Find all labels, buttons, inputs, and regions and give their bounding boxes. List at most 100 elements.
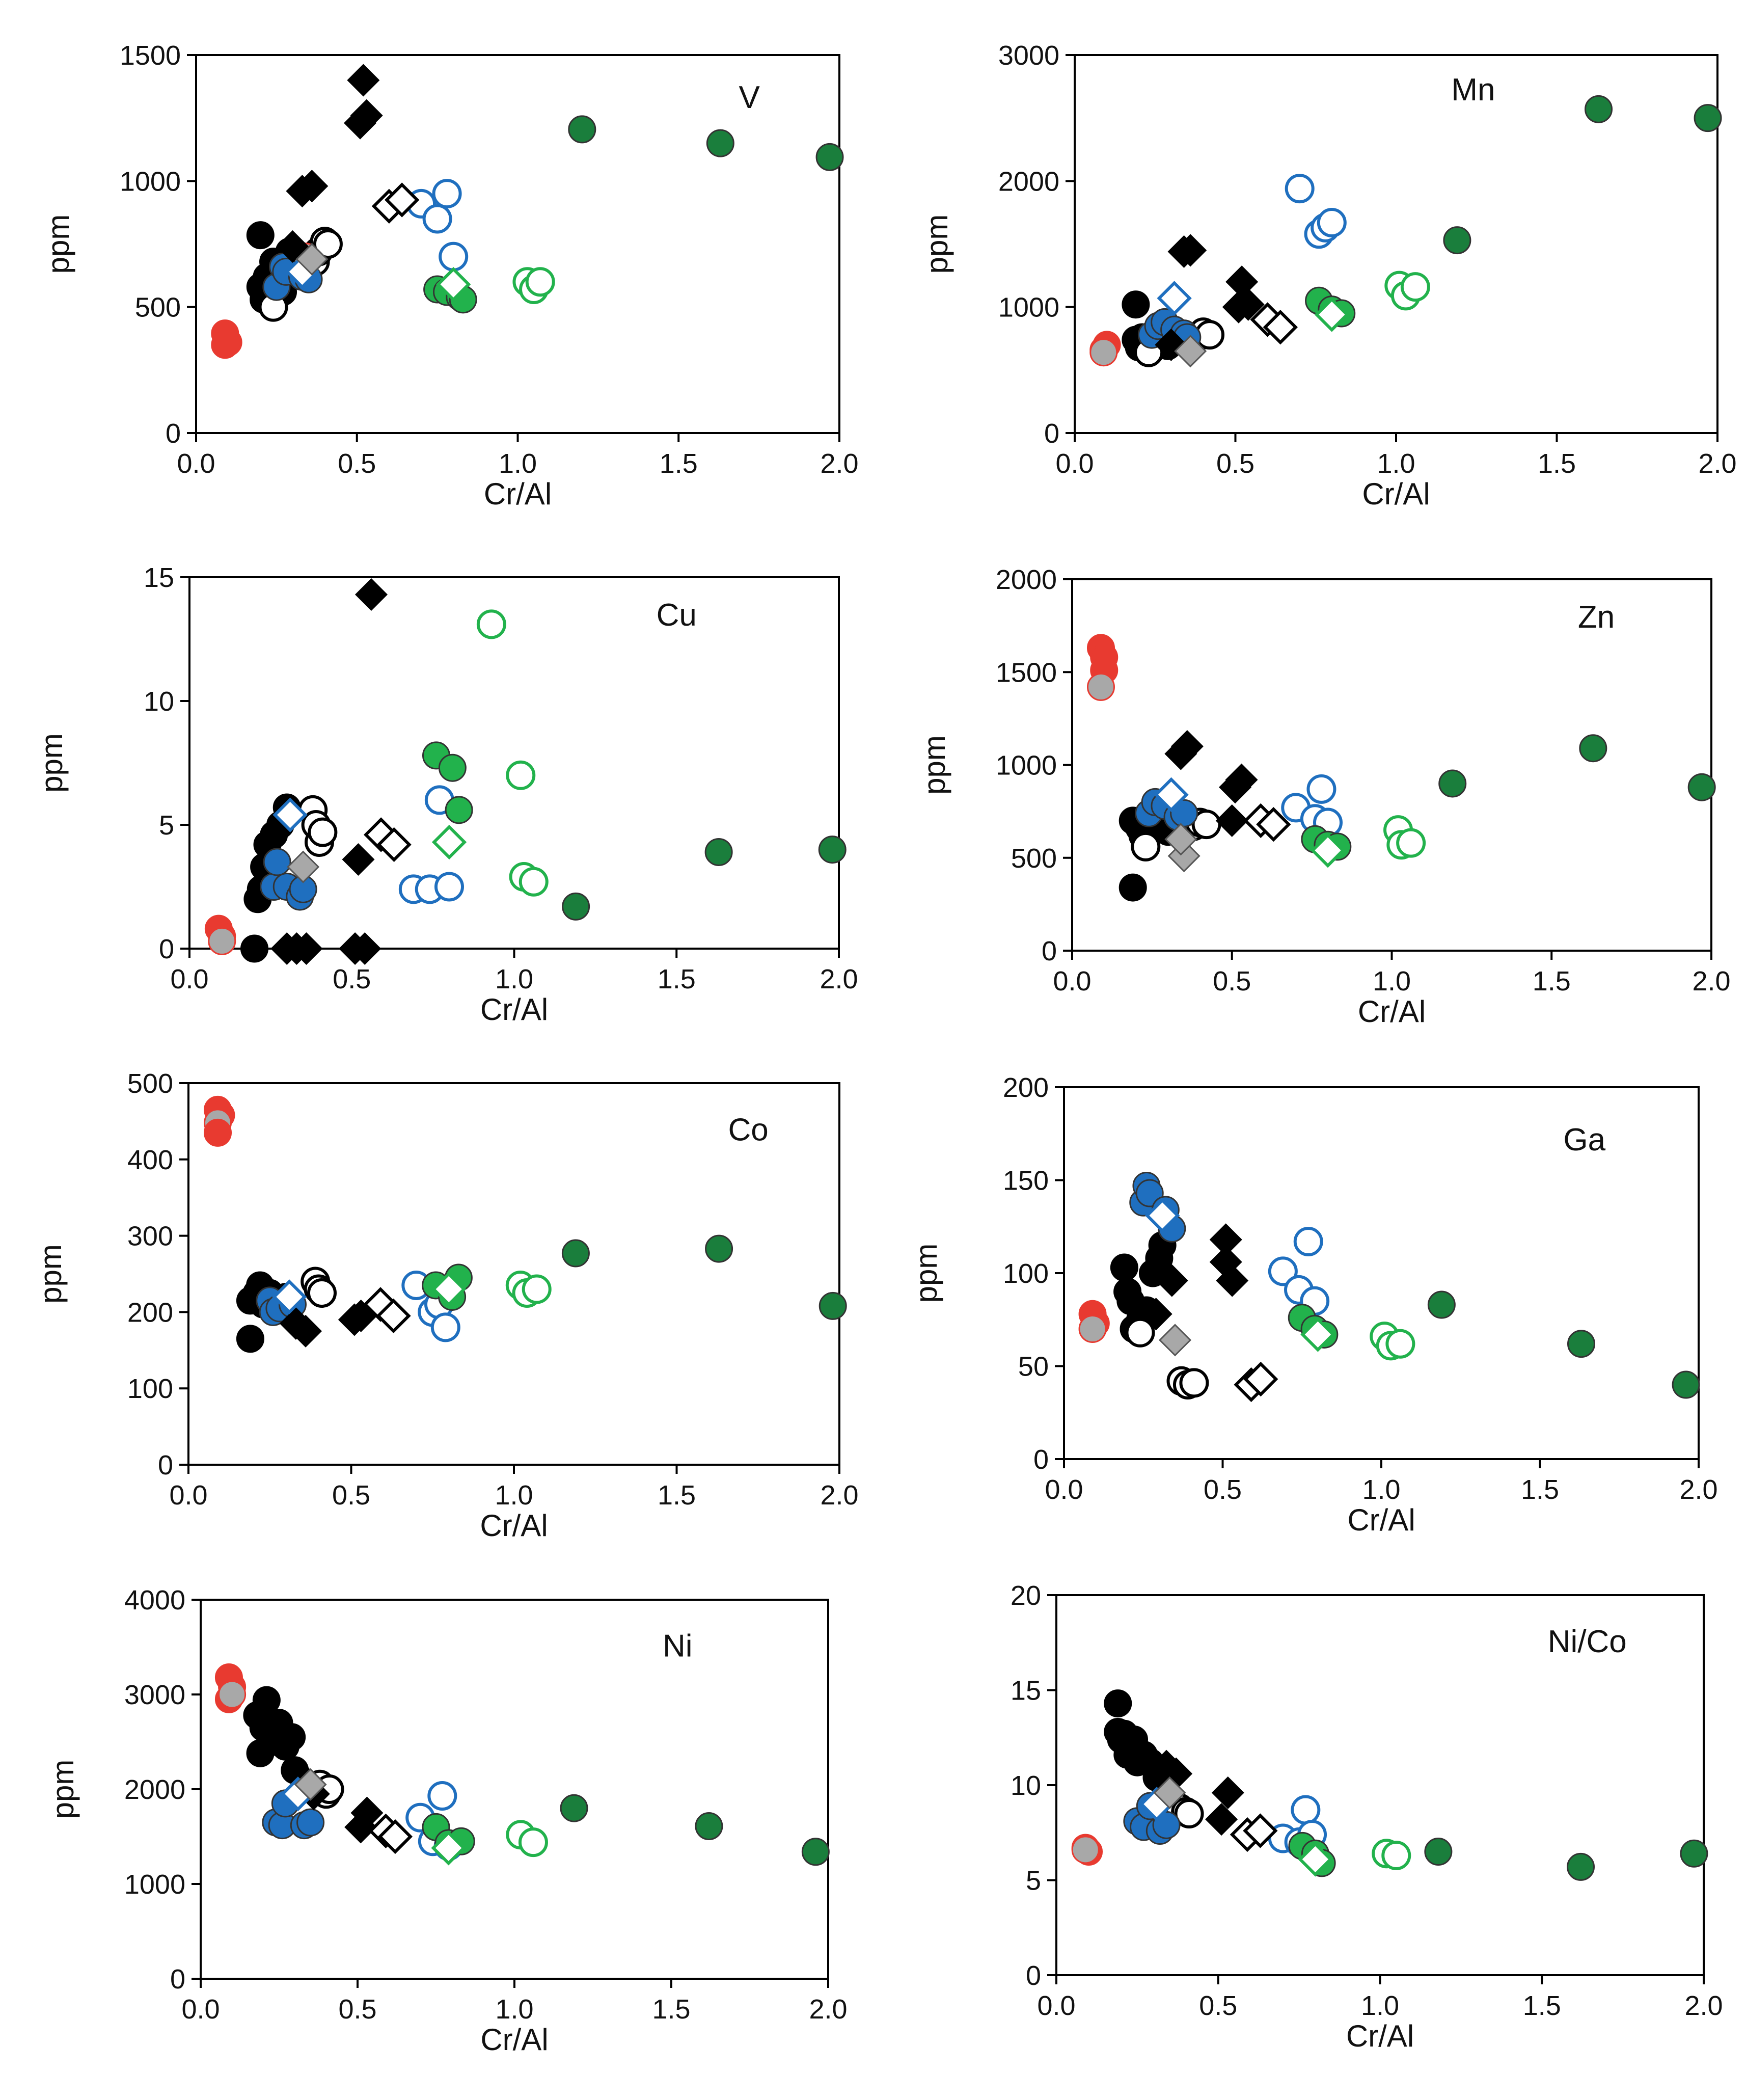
- data-point: [1567, 1852, 1595, 1881]
- y-axis-label: ppm: [909, 1244, 943, 1303]
- x-tick-label: 0.0: [1055, 448, 1094, 479]
- data-point: [431, 1272, 467, 1307]
- y-tick-label: 2000: [998, 166, 1059, 197]
- data-point: [204, 1118, 232, 1147]
- data-point: [252, 1686, 281, 1714]
- data-point: [1300, 1317, 1335, 1352]
- data-point: [236, 1325, 264, 1353]
- data-point: [1579, 734, 1607, 763]
- ga-panel: 0.0 0.5 1.0 1.5 2.0 0 50 100 150 200 Cr/Al ppm Ga: [909, 1072, 1718, 1537]
- data-point: [1104, 1689, 1132, 1718]
- x-tick-label: 2.0: [1698, 448, 1736, 479]
- co-panel: 0.0 0.5 1.0 1.5 2.0 0 100 200 300 400 500 Cr/Al ppm C…: [34, 1068, 859, 1543]
- x-tick-label: 2.0: [1679, 1474, 1717, 1505]
- y-tick-label: 5: [1026, 1866, 1041, 1896]
- x-tick-label: 1.0: [495, 964, 533, 994]
- data-point: [376, 1298, 411, 1334]
- y-tick-label: 3000: [998, 40, 1059, 71]
- data-point: [1205, 1803, 1238, 1836]
- data-point: [347, 64, 380, 97]
- x-tick-label: 1.0: [1362, 1474, 1400, 1505]
- data-point: [1427, 1290, 1456, 1319]
- y-tick-label: 15: [144, 562, 174, 593]
- x-axis-label: Cr/Al: [484, 477, 552, 511]
- data-point: [1139, 1298, 1172, 1331]
- data-point: [815, 143, 844, 171]
- data-point: [1314, 297, 1349, 332]
- data-point: [430, 1312, 460, 1342]
- y-tick-label: 0: [170, 1964, 185, 1995]
- data-point: [218, 1680, 247, 1709]
- x-tick-label: 0.5: [332, 1480, 370, 1511]
- data-point: [376, 827, 412, 863]
- data-point: [1381, 1841, 1411, 1871]
- cu-panel: 0.0 0.5 1.0 1.5 2.0 0 5 10 15 Cr/Al ppm Cu: [35, 562, 858, 1027]
- x-tick-label: 0.5: [1199, 1990, 1237, 2021]
- data-point: [354, 578, 388, 611]
- data-point: [1153, 1776, 1186, 1809]
- data-point: [295, 170, 329, 203]
- data-point: [377, 1819, 413, 1854]
- y-tick-label: 400: [127, 1145, 173, 1175]
- data-point: [385, 182, 420, 218]
- data-point: [1694, 104, 1722, 132]
- data-point: [1567, 1330, 1595, 1358]
- data-point: [445, 796, 473, 824]
- x-tick-label: 1.5: [1533, 966, 1571, 997]
- data-point: [434, 872, 464, 902]
- data-point: [1211, 1776, 1244, 1809]
- panel-title: V: [739, 80, 760, 115]
- data-point: [436, 267, 471, 302]
- y-tick-label: 20: [1011, 1580, 1041, 1611]
- y-tick-label: 0: [1042, 936, 1057, 966]
- data-point: [1291, 1795, 1321, 1825]
- data-point: [1243, 1361, 1278, 1397]
- y-tick-label: 1000: [998, 292, 1059, 323]
- data-point: [342, 843, 375, 876]
- data-point: [1317, 207, 1347, 237]
- x-axis-label: Cr/Al: [480, 1509, 548, 1543]
- zn-panel: 0.0 0.5 1.0 1.5 2.0 0 500 1000 1500 2000 Cr/Al ppm Z…: [917, 564, 1731, 1029]
- data-point: [1174, 335, 1207, 368]
- data-point: [1174, 1798, 1204, 1828]
- data-point: [568, 115, 596, 144]
- x-tick-label: 0.0: [181, 1994, 220, 2025]
- data-point: [287, 850, 320, 883]
- y-tick-label: 50: [1018, 1352, 1049, 1382]
- y-axis-label: ppm: [35, 733, 69, 793]
- data-point: [818, 836, 847, 864]
- x-tick-label: 2.0: [809, 1994, 847, 2025]
- data-point: [307, 1278, 337, 1308]
- data-point: [1306, 774, 1336, 804]
- data-point: [1243, 1813, 1278, 1848]
- panel-title: Ni: [663, 1629, 693, 1664]
- data-point: [289, 1314, 322, 1348]
- x-tick-label: 1.5: [652, 1994, 690, 2025]
- y-tick-label: 4000: [124, 1585, 185, 1616]
- x-axis-label: Cr/Al: [1346, 2019, 1414, 2053]
- y-tick-label: 100: [1003, 1258, 1049, 1289]
- x-tick-label: 2.0: [1684, 1990, 1723, 2021]
- x-tick-label: 2.0: [820, 1480, 858, 1511]
- x-tick-label: 1.0: [1373, 966, 1411, 997]
- plot-frame: [1074, 54, 1718, 434]
- y-tick-label: 1000: [120, 166, 181, 197]
- y-tick-label: 200: [127, 1297, 173, 1328]
- y-axis-label: ppm: [920, 214, 954, 274]
- data-point: [246, 221, 275, 250]
- data-point: [519, 867, 549, 897]
- x-tick-label: 1.0: [1377, 448, 1415, 479]
- data-point: [1298, 1842, 1333, 1877]
- data-point: [294, 1768, 327, 1801]
- data-point: [1400, 272, 1430, 302]
- data-point: [308, 817, 338, 847]
- y-tick-label: 500: [135, 292, 181, 323]
- y-tick-label: 10: [1011, 1770, 1041, 1801]
- data-point: [263, 848, 291, 876]
- data-point: [506, 760, 536, 790]
- ni-co-panel: 0.0 0.5 1.0 1.5 2.0 0 5 10 15 20 Cr/Al Ni/Co: [1011, 1580, 1723, 2053]
- y-tick-label: 0: [1033, 1444, 1049, 1475]
- data-point: [522, 1274, 552, 1304]
- x-tick-label: 1.0: [1361, 1990, 1399, 2021]
- y-axis-label: ppm: [917, 735, 951, 795]
